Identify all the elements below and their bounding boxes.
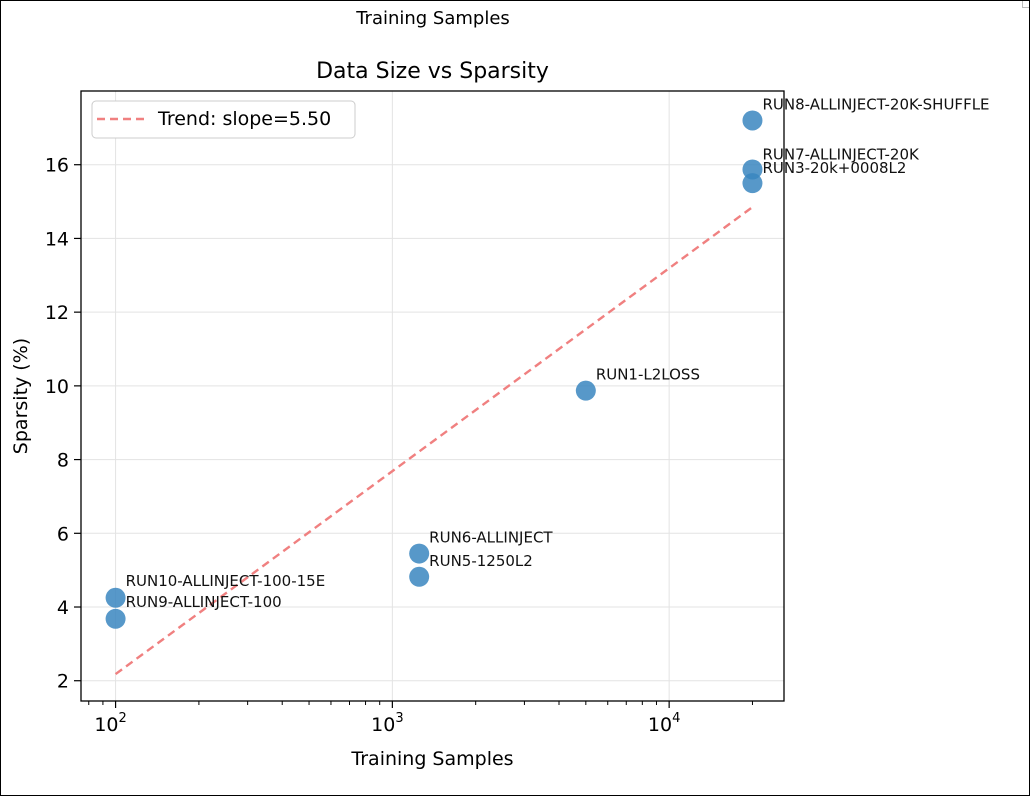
y-tick-label: 6 — [57, 523, 69, 545]
legend-trend-label: Trend: slope=5.50 — [157, 108, 331, 130]
point-label-layer: RUN10-ALLINJECT-100-15E RUN9-ALLINJECT-10… — [126, 95, 990, 610]
plot-frame — [80, 90, 785, 702]
point-label: RUN8-ALLINJECT-20K-SHUFFLE — [762, 95, 989, 113]
x-tick-exponent: 3 — [395, 711, 403, 726]
point-label: RUN7-ALLINJECT-20K — [762, 146, 920, 164]
axis-layer: 102 103 104 2 4 6 8 10 12 14 16 — [45, 155, 753, 736]
y-axis-label: Sparsity (%) — [10, 338, 32, 454]
y-tick-label: 4 — [57, 597, 69, 619]
point-label: RUN1-L2LOSS — [596, 366, 700, 384]
y-tick-label: 12 — [45, 302, 69, 324]
grid-layer — [81, 91, 784, 701]
y-tick-label: 16 — [45, 155, 69, 177]
top-heading: Training Samples — [356, 8, 510, 29]
data-point — [575, 380, 596, 401]
chart-title: Data Size vs Sparsity — [316, 59, 549, 84]
point-label: RUN10-ALLINJECT-100-15E — [126, 572, 326, 590]
x-tick-exponent: 2 — [119, 711, 127, 726]
data-point — [105, 608, 126, 629]
legend-box — [91, 100, 356, 139]
legend: Trend: slope=5.50 — [91, 100, 356, 139]
x-tick-label: 103 — [371, 711, 403, 736]
x-axis-label: Training Samples — [350, 748, 513, 770]
x-tick-label: 102 — [94, 711, 126, 736]
data-point — [105, 587, 126, 608]
point-label: RUN9-ALLINJECT-100 — [126, 593, 282, 611]
point-label: RUN6-ALLINJECT — [429, 529, 553, 547]
data-point — [409, 543, 430, 564]
point-label: RUN3-20k+0008L2 — [762, 159, 906, 177]
trend-line — [114, 206, 754, 676]
y-tick-label: 2 — [57, 671, 69, 693]
point-layer — [105, 110, 763, 629]
point-label: RUN5-1250L2 — [429, 552, 533, 570]
data-point — [409, 566, 430, 587]
y-tick-label: 10 — [45, 376, 69, 398]
y-tick-label: 8 — [57, 450, 69, 472]
x-tick-exponent: 4 — [672, 711, 680, 726]
window-corner-marker — [1022, 1, 1029, 8]
data-point — [742, 110, 763, 131]
trend-layer — [114, 206, 754, 676]
x-tick-label: 104 — [648, 711, 680, 736]
y-tick-label: 14 — [45, 228, 69, 250]
data-point — [742, 173, 763, 194]
